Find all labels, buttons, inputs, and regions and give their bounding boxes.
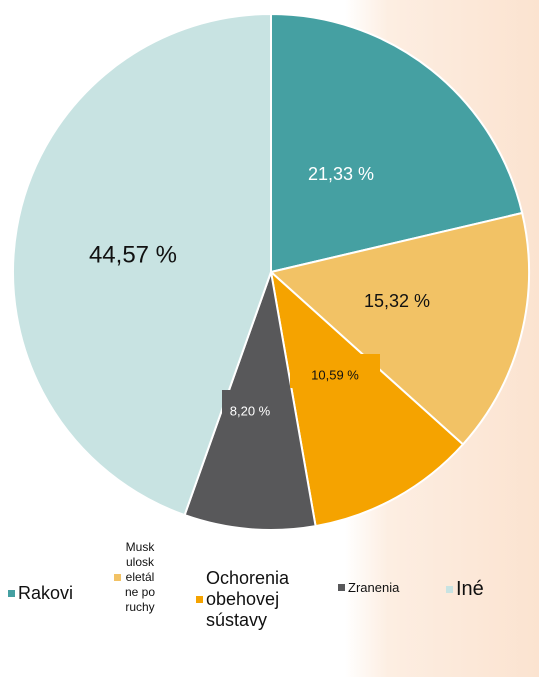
pie-slice <box>268 211 530 446</box>
legend: Rakovi Muskuloskeletálne poruchy Ochorenia… <box>0 540 539 677</box>
legend-item: Iné <box>446 578 484 601</box>
legend-swatch <box>8 590 15 597</box>
data-label: 44,57 % <box>89 241 177 268</box>
label-background <box>290 354 380 388</box>
legend-item: Zranenia <box>338 580 399 595</box>
label-background <box>222 390 286 424</box>
pie-slice <box>269 269 465 528</box>
legend-label: Muskuloskeletálne poruchy <box>124 540 156 614</box>
chart: 21,33 % 15,32 % 10,59 % 8,20 % 44,57 % <box>12 12 530 531</box>
legend-swatch <box>196 596 203 603</box>
legend-item: Ochorenia obehovej sústavy <box>196 568 326 631</box>
legend-label: Iné <box>456 578 484 600</box>
legend-item: Rakovi <box>8 583 73 604</box>
data-label: 15,32 % <box>364 291 430 311</box>
data-label: 10,59 % <box>311 367 359 382</box>
data-label: 21,33 % <box>308 164 374 184</box>
data-label: 8,20 % <box>230 403 271 418</box>
legend-swatch <box>114 574 121 581</box>
legend-swatch <box>446 586 453 593</box>
legend-label: Ochorenia obehovej sústavy <box>206 568 290 630</box>
legend-item: Muskuloskeletálne poruchy <box>114 540 156 615</box>
pie-slice <box>270 12 524 274</box>
legend-swatch <box>338 584 345 591</box>
legend-label: Zranenia <box>348 580 400 595</box>
pie-slice <box>12 12 272 517</box>
legend-label: Rakovi <box>18 583 74 603</box>
